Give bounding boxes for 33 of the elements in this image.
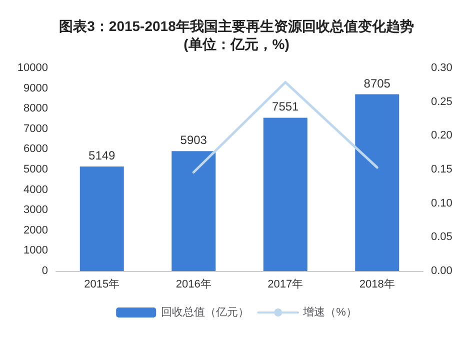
y2-tick-label: 0.10: [431, 197, 452, 210]
data-label: 8705: [364, 76, 391, 90]
y-tick-label: 9000: [24, 82, 48, 94]
chart-title: 图表3：2015-2018年我国主要再生资源回收总值变化趋势 (单位：亿元，%): [59, 18, 414, 52]
data-label: 7551: [272, 100, 300, 114]
y-tick-label: 7000: [24, 122, 48, 135]
y2-tick-label: 0.30: [431, 62, 452, 74]
y2-tick-label: 0.05: [431, 231, 452, 244]
y2-tick-label: 0.20: [431, 130, 452, 142]
y-tick-label: 2000: [24, 224, 48, 236]
y-tick-label: 5000: [24, 164, 48, 176]
data-label: 5149: [88, 148, 116, 162]
y2-tick-label: 0.00: [431, 265, 452, 277]
x-tick-label: 2016年: [176, 278, 212, 290]
bar: [355, 94, 400, 271]
y-tick-label: 1000: [24, 244, 48, 257]
y-tick-label: 6000: [24, 143, 48, 156]
bar: [80, 166, 124, 271]
y2-tick-label: 0.25: [431, 96, 452, 108]
x-tick-label: 2015年: [84, 278, 120, 290]
legend-label: 增速（%）: [302, 306, 357, 318]
y-tick-label: 4000: [24, 184, 48, 196]
data-label: 5903: [180, 133, 208, 148]
x-tick-label: 2018年: [359, 278, 395, 290]
y-tick-label: 3000: [24, 204, 48, 216]
x-tick-label: 2017年: [268, 278, 304, 290]
legend-label: 回收总值（亿元）: [161, 306, 250, 318]
y2-tick-label: 0.15: [431, 164, 452, 176]
bar: [172, 151, 216, 271]
y-tick-label: 0: [42, 265, 48, 277]
y-tick-label: 8000: [24, 102, 48, 115]
y-tick-label: 10000: [17, 62, 48, 74]
bar: [263, 118, 308, 271]
